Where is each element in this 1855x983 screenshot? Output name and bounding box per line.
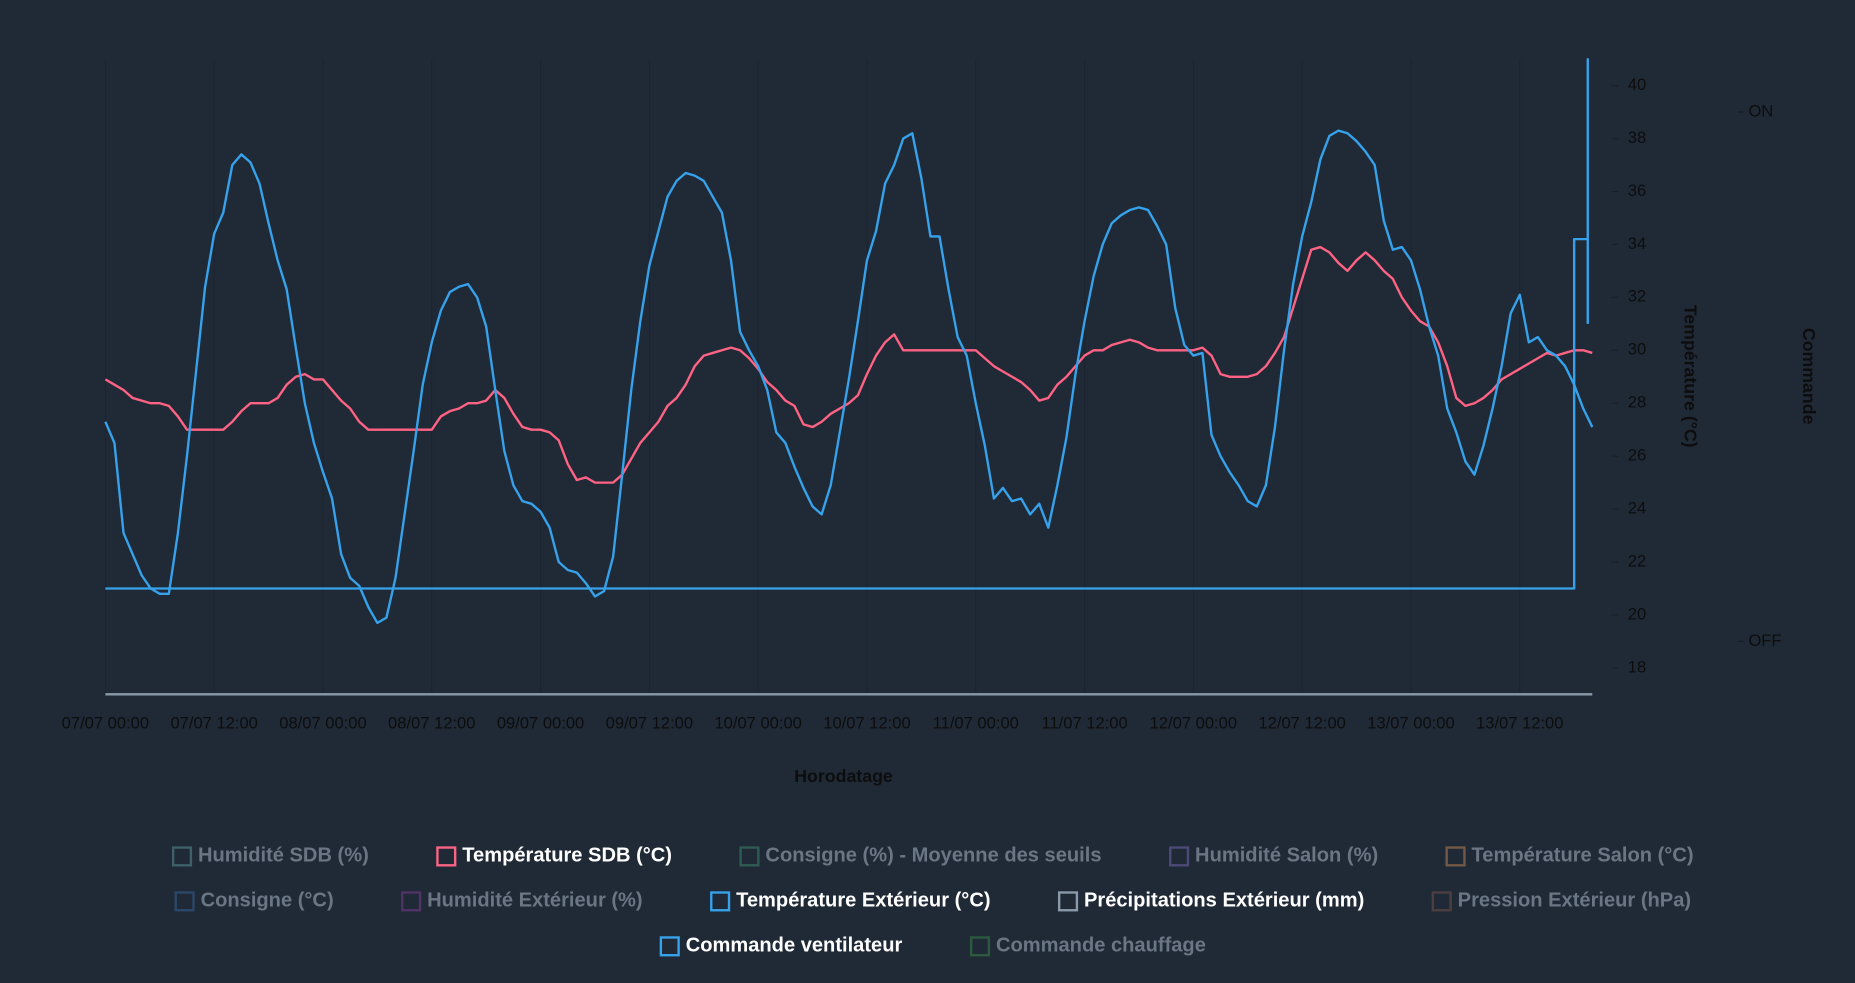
legend-label: Précipitations Extérieur (mm) [1084,890,1364,912]
x-tick-label: 12/07 12:00 [1258,713,1345,732]
y-tick-label: 34 [1628,234,1646,253]
legend-swatch [1169,846,1190,867]
x-tick-label: 09/07 00:00 [497,713,584,732]
legend-swatch [969,936,991,957]
y2-tick-label: OFF [1748,631,1781,650]
y-tick-label: 18 [1628,657,1646,676]
legend-swatch [436,846,457,867]
y-tick-label: 26 [1628,446,1646,465]
x-tick-label: 09/07 12:00 [606,713,693,732]
y2-axis-title: Commande [1799,328,1819,425]
y-tick-label: 36 [1628,181,1646,200]
legend-label: Consigne (%) - Moyenne des seuils [765,845,1101,867]
legend-swatch [174,891,195,912]
data-line [105,57,1589,590]
y-tick-label: 40 [1628,75,1646,94]
x-tick-label: 12/07 00:00 [1150,713,1237,732]
legend-item[interactable]: Commande chauffage [969,935,1206,957]
y-tick-label: 38 [1628,128,1646,147]
y-tick-label: 28 [1628,393,1646,412]
legend-item[interactable]: Consigne (%) - Moyenne des seuils [739,845,1102,867]
legend-label: Consigne (°C) [201,890,334,912]
y-tick-label: 22 [1628,551,1646,570]
legend-item[interactable]: Humidité SDB (%) [171,845,369,867]
legend-label: Commande ventilateur [686,935,903,957]
y-tick-label: 20 [1628,604,1646,623]
x-tick-label: 11/07 12:00 [1041,713,1127,732]
y-tick-label: 30 [1628,340,1646,359]
legend-label: Température Salon (°C) [1472,845,1694,867]
legend-swatch [659,936,680,957]
legend-label: Humidité Extérieur (%) [427,890,643,912]
y-tick-label: 24 [1628,498,1646,517]
x-tick-label: 10/07 12:00 [823,713,910,732]
x-tick-label: 10/07 00:00 [714,713,801,732]
legend-item[interactable]: Humidité Extérieur (%) [401,890,643,912]
legend-item[interactable]: Température Salon (°C) [1445,845,1694,867]
legend-item[interactable]: Commande ventilateur [659,935,903,957]
x-tick-label: 08/07 00:00 [279,713,366,732]
x-tick-label: 08/07 12:00 [388,713,475,732]
legend-swatch [171,846,193,867]
legend-label: Température SDB (°C) [462,845,672,867]
y-axis-title: Température (°C) [1681,305,1701,448]
legend-item[interactable]: Température Extérieur (°C) [710,890,991,912]
legend-label: Humidité SDB (%) [198,845,369,867]
legend-swatch [1057,891,1079,912]
legend-swatch [401,891,422,912]
legend-item[interactable]: Consigne (°C) [174,890,334,912]
legend-swatch [1445,846,1466,867]
legend-swatch [1431,891,1452,912]
x-tick-label: 07/07 00:00 [62,713,149,732]
x-axis-title: Horodatage [794,766,893,786]
legend-swatch [739,846,760,867]
y2-tick-label: ON [1748,101,1773,120]
legend-label: Commande chauffage [996,935,1206,957]
x-tick-label: 11/07 00:00 [933,713,1019,732]
data-line [104,245,1593,484]
legend-item[interactable]: Précipitations Extérieur (mm) [1057,890,1364,912]
legend-label: Pression Extérieur (hPa) [1458,890,1691,912]
x-tick-label: 13/07 12:00 [1476,713,1563,732]
x-tick-label: 13/07 00:00 [1367,713,1454,732]
legend-item[interactable]: Pression Extérieur (hPa) [1431,890,1691,912]
y-tick-label: 32 [1628,287,1646,306]
legend-label: Température Extérieur (°C) [736,890,990,912]
legend-label: Humidité Salon (%) [1195,845,1378,867]
legend-item[interactable]: Humidité Salon (%) [1169,845,1378,867]
data-line [104,129,1594,625]
x-tick-label: 07/07 12:00 [170,713,257,732]
legend-item[interactable]: Température SDB (°C) [436,845,672,867]
legend-swatch [710,891,731,912]
